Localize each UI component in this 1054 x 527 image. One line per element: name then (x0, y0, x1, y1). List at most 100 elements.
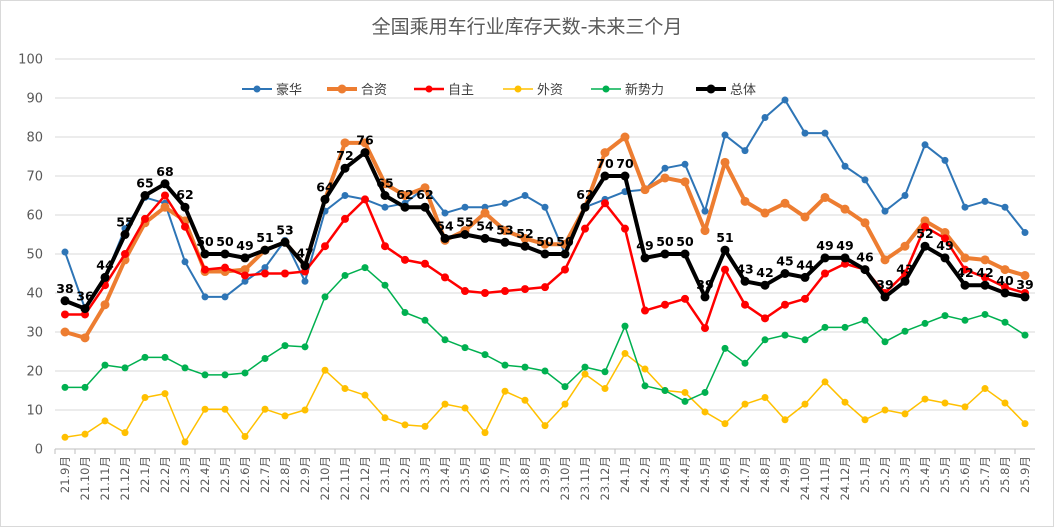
data-point-新势力 (221, 371, 229, 379)
data-point-新势力 (81, 383, 89, 391)
x-tick-label: 23.11月 (578, 456, 592, 500)
x-tick-label: 22.12月 (358, 456, 372, 500)
data-point-总体 (200, 249, 210, 259)
data-label: 49 (816, 238, 833, 253)
data-point-自主 (581, 224, 589, 233)
data-point-自主 (401, 255, 409, 264)
data-point-外资 (321, 366, 329, 374)
data-label: 70 (596, 156, 614, 171)
data-point-外资 (921, 395, 929, 403)
data-label: 42 (756, 265, 773, 280)
data-point-新势力 (681, 397, 689, 405)
data-point-总体 (460, 230, 470, 239)
data-label: 72 (336, 148, 353, 163)
data-point-合资 (420, 183, 430, 193)
data-label: 45 (776, 254, 793, 269)
x-tick-label: 23.7月 (498, 456, 512, 493)
data-point-外资 (641, 365, 649, 373)
data-point-合资 (720, 157, 730, 167)
data-label: 39 (1016, 277, 1033, 292)
data-point-合资 (340, 138, 350, 148)
legend-marker-新势力 (602, 85, 610, 93)
data-point-豪华 (201, 293, 209, 301)
data-point-豪华 (61, 248, 69, 256)
data-point-豪华 (861, 176, 869, 184)
data-point-外资 (241, 433, 249, 441)
data-point-豪华 (961, 203, 969, 211)
data-point-总体 (880, 292, 890, 302)
data-point-新势力 (161, 353, 169, 361)
data-label: 54 (476, 218, 494, 233)
data-point-豪华 (841, 162, 849, 170)
data-point-自主 (541, 283, 549, 292)
data-label: 62 (576, 187, 593, 202)
data-label: 50 (556, 234, 574, 249)
x-tick-label: 24.3月 (658, 456, 672, 493)
data-point-豪华 (501, 199, 509, 207)
data-point-合资 (940, 228, 950, 238)
data-point-新势力 (141, 353, 149, 361)
data-label: 42 (956, 265, 973, 280)
x-tick-label: 23.12月 (598, 456, 612, 500)
data-point-自主 (161, 191, 169, 200)
data-point-新势力 (441, 336, 449, 344)
data-point-豪华 (381, 203, 389, 211)
legend-marker-自主 (425, 85, 433, 93)
data-point-外资 (681, 388, 689, 396)
data-point-合资 (900, 241, 910, 251)
legend-label-合资: 合资 (361, 83, 387, 98)
data-point-合资 (60, 327, 70, 337)
data-label: 50 (196, 234, 214, 249)
data-point-合资 (480, 208, 490, 218)
legend-label-豪华: 豪华 (276, 82, 302, 98)
data-point-总体 (840, 253, 850, 263)
data-point-自主 (701, 324, 709, 333)
data-label: 42 (976, 265, 993, 280)
y-tick-label: 50 (26, 248, 43, 263)
data-point-总体 (960, 280, 970, 290)
data-point-外资 (781, 416, 789, 424)
data-point-自主 (361, 195, 369, 204)
data-label: 49 (936, 238, 953, 253)
data-point-合资 (160, 202, 170, 212)
x-tick-label: 23.4月 (438, 456, 452, 493)
data-label: 36 (76, 289, 94, 304)
data-label: 65 (136, 176, 153, 191)
data-label: 49 (236, 238, 253, 253)
data-point-自主 (561, 265, 569, 274)
data-label: 44 (96, 257, 114, 272)
legend-marker-合资 (337, 84, 347, 94)
x-tick-label: 25.8月 (998, 456, 1012, 493)
data-point-总体 (800, 272, 810, 282)
data-point-自主 (121, 250, 129, 258)
data-point-合资 (680, 177, 690, 187)
data-point-总体 (420, 202, 430, 212)
data-point-总体 (480, 233, 490, 243)
data-point-总体 (640, 253, 650, 263)
x-tick-label: 25.3月 (898, 456, 912, 493)
data-point-合资 (540, 239, 550, 249)
x-tick-label: 24.8月 (758, 456, 772, 493)
x-tick-label: 25.1月 (858, 456, 872, 493)
data-point-外资 (101, 417, 109, 425)
data-point-新势力 (181, 364, 189, 372)
y-tick-label: 80 (26, 131, 43, 146)
data-point-自主 (241, 271, 249, 280)
data-point-合资 (980, 255, 990, 265)
data-point-自主 (321, 242, 329, 251)
x-tick-label: 25.6月 (958, 456, 972, 493)
data-label: 54 (436, 218, 454, 233)
data-label: 64 (316, 179, 334, 194)
data-point-自主 (801, 294, 809, 303)
data-point-合资 (840, 204, 850, 214)
data-point-外资 (161, 390, 169, 398)
data-point-总体 (600, 171, 610, 181)
data-point-新势力 (641, 382, 649, 390)
data-point-总体 (380, 191, 390, 200)
data-point-总体 (220, 249, 230, 259)
legend-marker-外资 (514, 85, 522, 93)
y-tick-label: 90 (26, 92, 43, 107)
data-point-豪华 (541, 203, 549, 211)
